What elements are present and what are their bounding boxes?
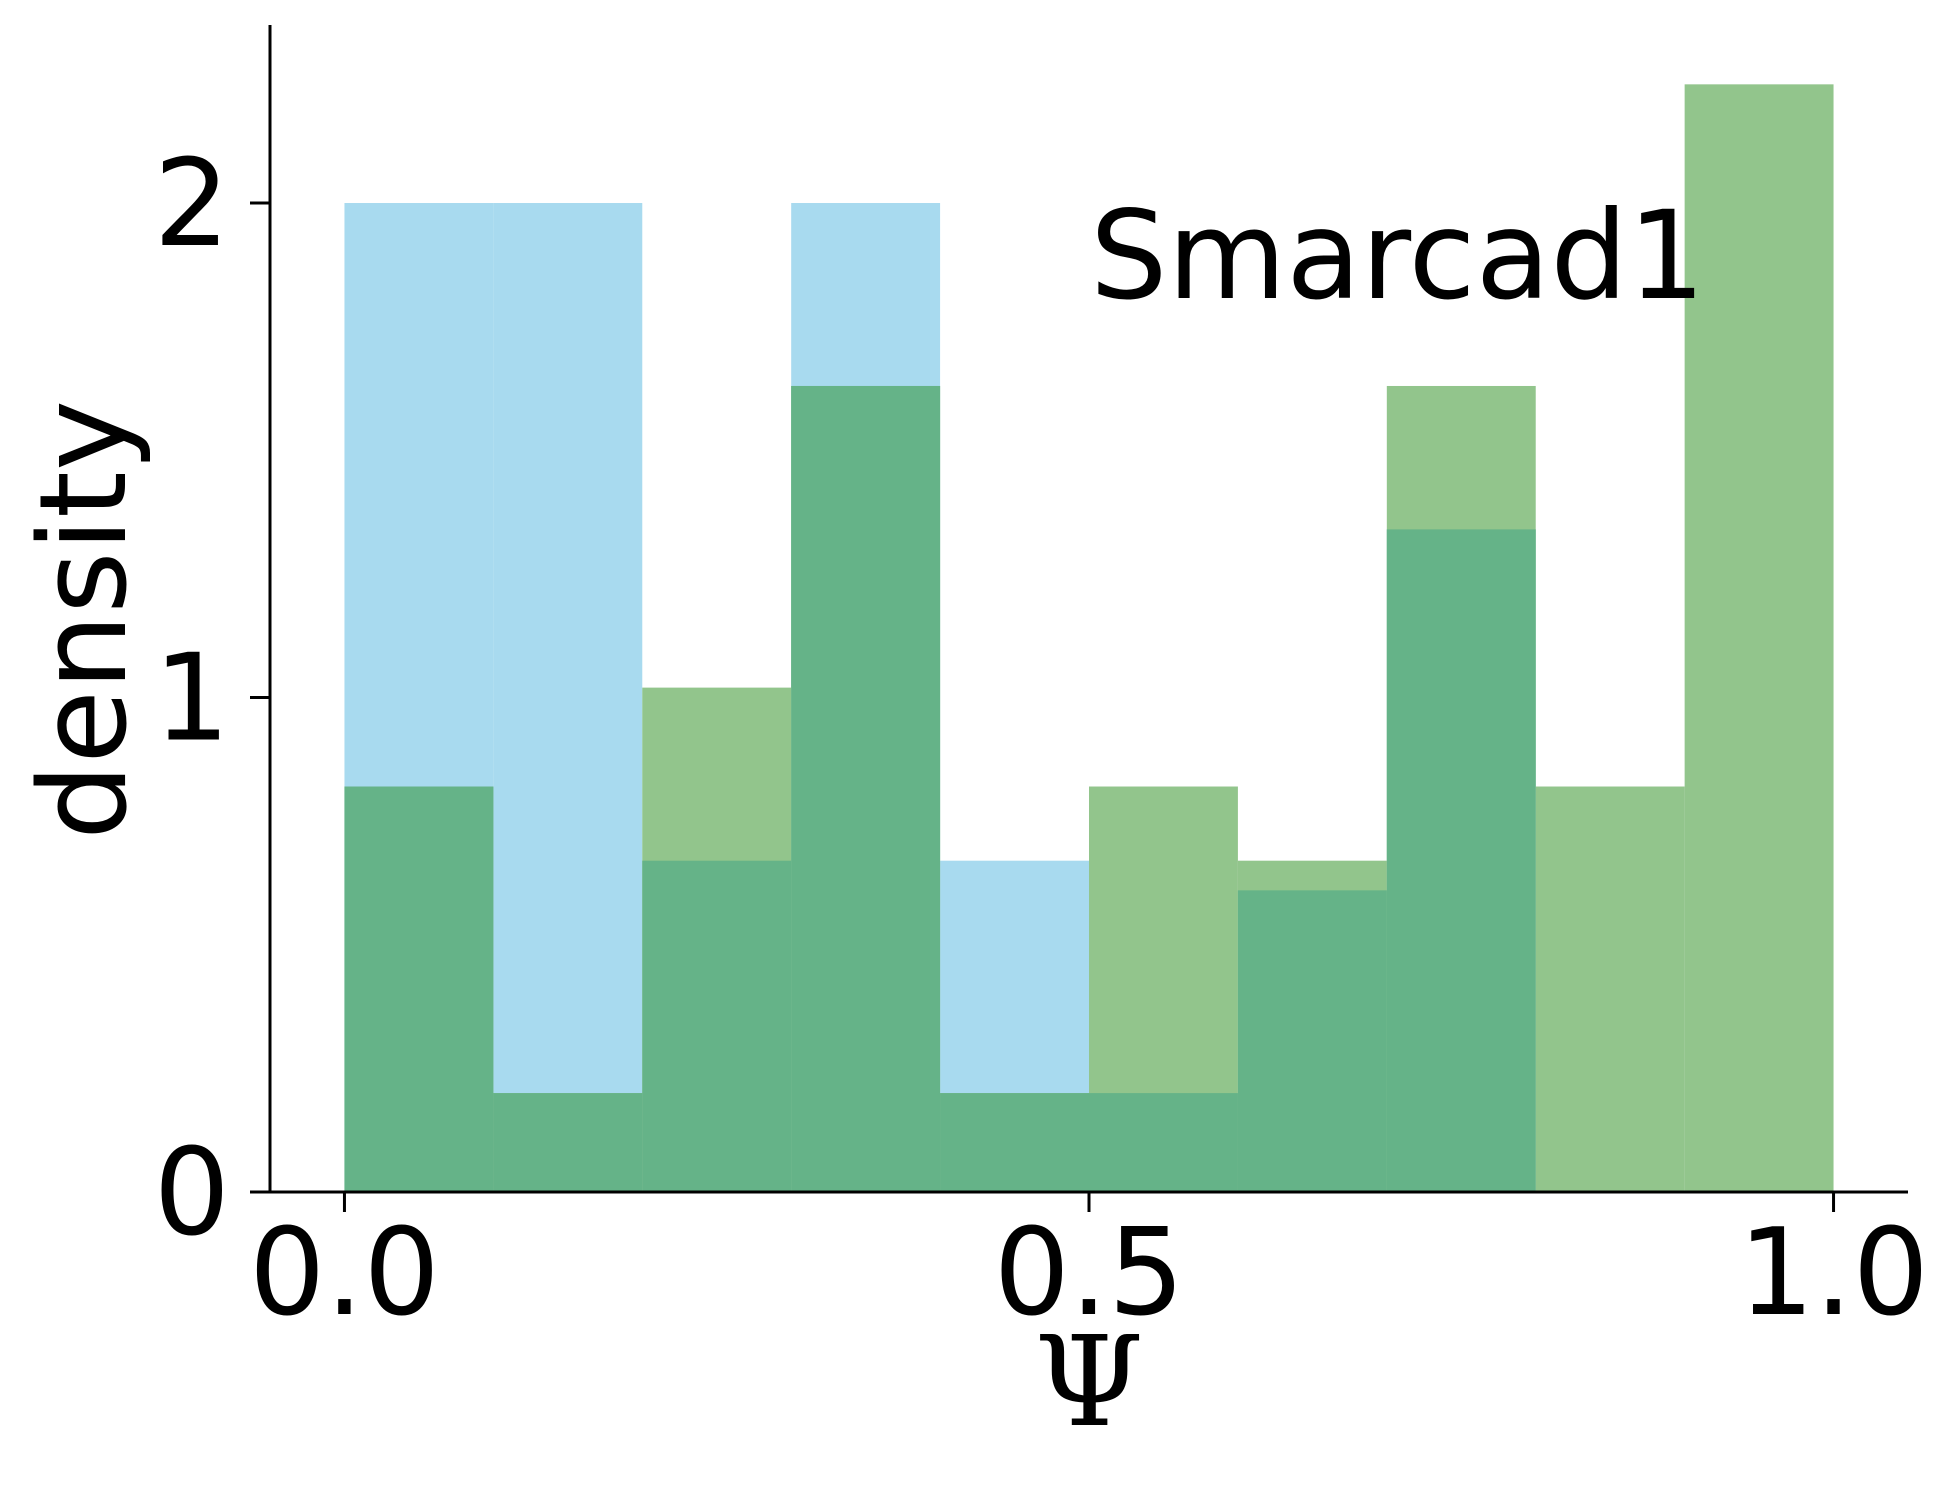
histogram-overlap-bin5 [940, 1093, 1089, 1192]
x-tick-label: 1.0 [1738, 1204, 1929, 1343]
histogram-bar-series1-bin2 [493, 203, 643, 1192]
y-tick-label: 0 [154, 1124, 230, 1263]
histogram-overlap-bin8 [1386, 529, 1536, 1192]
histogram-overlap-bin3 [642, 860, 792, 1192]
y-tick-label: 1 [154, 630, 230, 769]
histogram-bars [344, 84, 1834, 1192]
x-ticks: 0.0 0.5 1.0 [249, 1192, 1929, 1343]
histogram-overlap-bin7 [1237, 890, 1387, 1192]
x-tick-label: 0.5 [994, 1204, 1185, 1343]
histogram-overlap-bin4 [791, 385, 941, 1192]
x-axis-title: Ψ [1034, 1310, 1144, 1455]
histogram-overlap-bin1 [344, 786, 494, 1192]
histogram-overlap-bin6 [1089, 1093, 1238, 1192]
histogram-bar-series2-bin9 [1535, 786, 1685, 1192]
gene-annotation: Smarcad1 [1090, 185, 1705, 327]
histogram-overlap-bin2 [493, 1093, 643, 1192]
y-ticks: 0 1 2 [154, 135, 270, 1263]
y-axis-title: density [15, 400, 154, 840]
histogram-bar-series2-bin10 [1684, 84, 1834, 1192]
y-tick-label: 2 [154, 135, 230, 274]
x-tick-label: 0.0 [249, 1204, 440, 1343]
